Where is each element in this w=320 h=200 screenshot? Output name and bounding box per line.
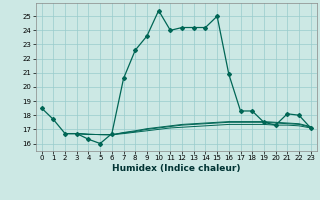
X-axis label: Humidex (Indice chaleur): Humidex (Indice chaleur) (112, 164, 240, 173)
